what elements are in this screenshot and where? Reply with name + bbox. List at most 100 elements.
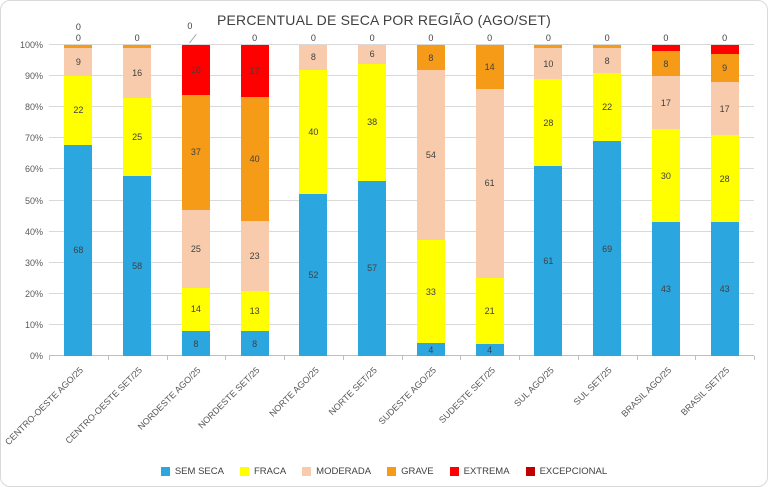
gridline [49, 199, 754, 201]
segment-value-label: 28 [719, 173, 730, 184]
bar-segment-extrema [651, 45, 680, 52]
segment-value-label: 33 [425, 286, 436, 297]
bar-segment-fraca: 28 [710, 135, 739, 223]
above-bar-labels: 0 [581, 33, 633, 44]
segment-value-label: 17 [249, 66, 260, 77]
y-axis-label: 60% [24, 164, 43, 175]
y-axis-label: 80% [24, 102, 43, 113]
zero-value-label: 0 [252, 33, 258, 43]
stacked-bar: 58 25 16 0 [123, 33, 152, 356]
segment-value-label: 16 [132, 68, 143, 78]
gridline [49, 137, 754, 139]
bar-segment-sem-seca: 69 [593, 141, 622, 356]
bar-slot: 4 21 61 14 0 [460, 33, 519, 356]
gridline [49, 323, 754, 325]
stacked-bar: 52 40 8 0 [299, 33, 328, 356]
legend: SEM SECA FRACA MODERADA GRAVE EXTREMA EXCEPCI… [1, 466, 767, 477]
y-axis-label: 100% [19, 40, 43, 50]
segment-value-label: 25 [190, 243, 201, 254]
legend-swatch-extrema [449, 467, 459, 476]
x-axis-tick [636, 356, 638, 360]
segment-value-label: 10 [543, 58, 554, 69]
above-bar-labels: 0 [522, 33, 574, 44]
legend-label: EXCEPCIONAL [539, 466, 608, 477]
legend-swatch-grave [387, 467, 397, 476]
bar-segment-fraca: 14 [181, 287, 210, 332]
legend-label: GRAVE [401, 466, 434, 477]
x-axis-tick [284, 356, 285, 360]
x-axis-label: BRASIL SET/25 [679, 365, 732, 418]
bar-segment-grave: 14 [475, 45, 504, 89]
segment-value-label: 9 [75, 57, 81, 68]
x-axis-label: NORDESTE SET/25 [196, 365, 262, 431]
segment-value-label: 6 [369, 49, 375, 60]
bar-segment-moderada: 17 [651, 76, 680, 129]
segment-value-label: 23 [249, 250, 260, 261]
bar-segment-grave [593, 45, 622, 49]
bar-slot: 57 38 6 0 [343, 33, 402, 356]
bar-slot: 43 28 17 9 0 [695, 33, 754, 356]
stacked-bar: 61 28 10 0 [534, 33, 563, 356]
bar-slot: 58 25 16 0 [108, 33, 167, 356]
bar-segment-fraca: 22 [593, 73, 622, 142]
chart-title: PERCENTUAL DE SECA POR REGIÃO (AGO/SET) [216, 12, 551, 28]
bar-segment-moderada: 8 [299, 45, 328, 70]
x-axis-tick [695, 356, 697, 360]
x-axis-label: SUDESTE SET/25 [436, 365, 497, 426]
above-bar-labels: 0 [464, 33, 516, 44]
segment-value-label: 22 [73, 105, 84, 116]
bar-slot: 4 33 54 8 0 [402, 33, 461, 356]
gridline [49, 292, 754, 294]
zero-value-label: 0 [663, 33, 669, 43]
bar-segment-sem-seca: 4 [475, 343, 504, 356]
bar-segment-fraca: 25 [123, 97, 152, 176]
y-axis-label: 90% [24, 71, 43, 82]
x-axis-label: SUL AGO/25 [511, 365, 556, 409]
bar-segment-moderada: 6 [358, 45, 387, 64]
zero-value-label: 0 [722, 33, 728, 43]
segment-value-label: 30 [660, 170, 671, 181]
stacked-bar: 4 21 61 14 0 [475, 33, 504, 356]
zero-value-label: 0 [545, 33, 551, 43]
segment-value-label: 25 [132, 131, 143, 142]
bar-slot: 8 14 25 37 16 0 [167, 21, 226, 356]
zero-value-label: 0 [604, 33, 610, 43]
x-axis-tick [342, 356, 344, 360]
segment-value-label: 43 [660, 284, 671, 295]
above-bar-labels: 0 [699, 33, 751, 44]
segment-value-label: 17 [719, 103, 730, 114]
bar-segment-fraca: 21 [475, 278, 504, 344]
segment-value-label: 40 [249, 153, 260, 164]
bar-segment-moderada: 54 [416, 70, 445, 240]
bar-segment-fraca: 33 [416, 239, 445, 344]
gridline [49, 261, 754, 263]
x-axis-label: SUDESTE AGO/25 [376, 365, 438, 427]
stacked-bar: 8 14 25 37 16 0 [181, 21, 210, 356]
above-bar-labels: 0 [158, 21, 222, 32]
bar-segment-extrema: 17 [240, 45, 269, 98]
legend-swatch-sem-seca [160, 467, 170, 476]
x-axis-tick [107, 356, 109, 360]
segment-value-label: 52 [308, 270, 319, 281]
bar-segment-fraca: 13 [240, 291, 269, 332]
segment-value-label: 37 [190, 147, 201, 158]
bar-segment-moderada: 25 [181, 209, 210, 288]
bar-segment-fraca: 22 [64, 76, 93, 145]
stacked-bar: 68 22 9 0 0 [64, 22, 93, 356]
legend-label: EXTREMA [463, 466, 510, 477]
y-axis: 0% 10% 20% 30% 40% 50% 60% 70% 80% 90% 100% [1, 40, 43, 361]
above-bar-labels: 0 [346, 33, 398, 44]
bar-segment-grave: 8 [651, 51, 680, 77]
y-axis-label: 70% [24, 133, 43, 144]
bar-segment-sem-seca: 8 [240, 331, 269, 356]
y-axis-label: 50% [24, 195, 43, 206]
segment-value-label: 13 [249, 306, 260, 317]
bar-segment-sem-seca: 61 [534, 166, 563, 356]
x-axis-label: BRASIL AGO/25 [619, 365, 673, 419]
segment-value-label: 61 [484, 178, 495, 189]
segment-value-label: 4 [487, 344, 493, 355]
bar-segment-sem-seca: 68 [64, 144, 93, 356]
bar-segment-fraca: 28 [534, 79, 563, 167]
bar-segment-moderada: 8 [593, 48, 622, 74]
gridline [49, 168, 754, 170]
